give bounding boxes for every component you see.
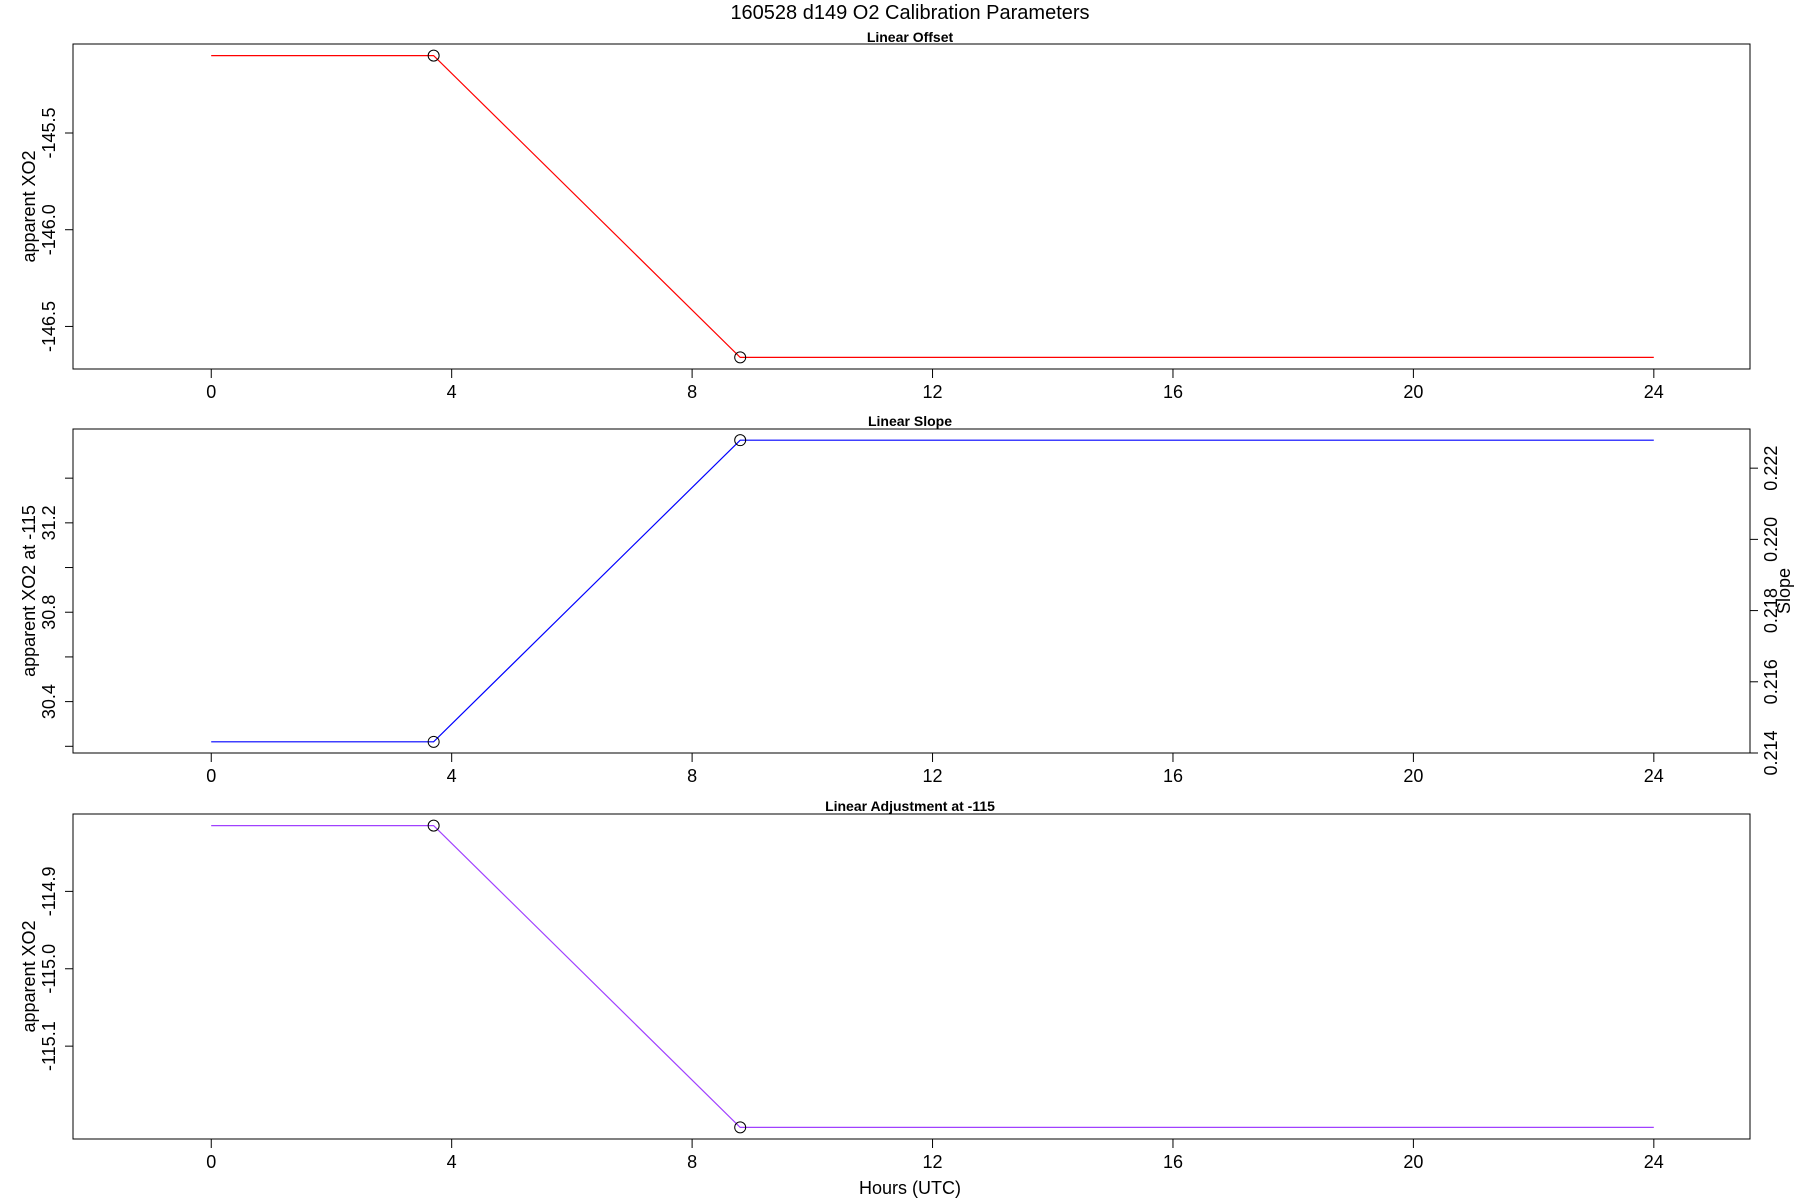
data-point-marker xyxy=(734,434,747,447)
x-tick-label: 16 xyxy=(1163,1152,1183,1172)
panel-title: Linear Adjustment at -115 xyxy=(825,798,995,814)
x-tick-label: 20 xyxy=(1403,766,1423,786)
x-tick-label: 12 xyxy=(923,382,943,402)
data-point-marker xyxy=(734,351,747,364)
x-tick-label: 16 xyxy=(1163,382,1183,402)
data-point-marker xyxy=(427,735,440,748)
y-tick-label: -146.5 xyxy=(39,301,59,352)
x-tick-label: 8 xyxy=(687,382,697,402)
y-axis-label: apparent XO2 xyxy=(19,920,39,1032)
x-tick-label: 20 xyxy=(1403,382,1423,402)
x-tick-label: 12 xyxy=(923,766,943,786)
figure-title: 160528 d149 O2 Calibration Parameters xyxy=(730,2,1089,24)
x-tick-label: 24 xyxy=(1644,1152,1664,1172)
y2-tick-label: 0.216 xyxy=(1761,659,1781,704)
y2-tick-label: 0.222 xyxy=(1761,446,1781,491)
x-tick-label: 0 xyxy=(206,1152,216,1172)
y-tick-label: -114.9 xyxy=(39,867,59,917)
series-line xyxy=(211,439,1654,743)
x-tick-label: 8 xyxy=(687,1152,697,1172)
y2-tick-label: 0.218 xyxy=(1761,588,1781,633)
y2-axis-label: Slope xyxy=(1774,568,1794,614)
x-tick-label: 0 xyxy=(206,382,216,402)
panel-title: Linear Offset xyxy=(867,29,954,45)
data-point-marker xyxy=(427,819,440,832)
y-tick-label: 31.2 xyxy=(39,505,59,540)
x-tick-label: 4 xyxy=(447,382,457,402)
y-tick-label: -145.5 xyxy=(39,107,59,158)
y2-tick-label: 0.214 xyxy=(1761,730,1781,775)
series-line xyxy=(211,54,1654,358)
y-tick-label: 30.8 xyxy=(39,595,59,630)
y2-tick-label: 0.220 xyxy=(1761,517,1781,562)
data-point-marker xyxy=(734,1121,747,1134)
linear-slope-panel: Linear Slope 0 4 8 12 16 20 24 30.4 30.8 31.2appa… xyxy=(19,413,1794,786)
y-tick-label: -115.0 xyxy=(39,944,59,994)
plot-frame xyxy=(72,428,1751,754)
x-tick-label: 24 xyxy=(1644,766,1664,786)
series-line xyxy=(211,824,1654,1129)
x-tick-label: 12 xyxy=(923,1152,943,1172)
y-axis-label: apparent XO2 xyxy=(19,150,39,262)
x-axis-label: Hours (UTC) xyxy=(859,1178,961,1198)
data-point-marker xyxy=(427,49,440,62)
x-tick-label: 8 xyxy=(687,766,697,786)
linear-offset-panel: Linear Offset 0 4 8 12 16 20 24 -145.5 -146.0 -14… xyxy=(19,29,1751,402)
y-tick-label: -146.0 xyxy=(39,204,59,255)
x-tick-label: 20 xyxy=(1403,1152,1423,1172)
x-tick-label: 0 xyxy=(206,766,216,786)
plot-frame xyxy=(72,43,1751,370)
x-tick-label: 4 xyxy=(447,766,457,786)
y-tick-label: 30.4 xyxy=(39,684,59,719)
x-tick-label: 24 xyxy=(1644,382,1664,402)
y-tick-label: -115.1 xyxy=(39,1021,59,1071)
x-tick-label: 16 xyxy=(1163,766,1183,786)
plot-frame xyxy=(72,813,1751,1140)
linear-adjustment-panel: Linear Adjustment at -115 0 4 8 12 16 20 24 -11… xyxy=(19,798,1751,1172)
y-axis-label: apparent XO2 at -115 xyxy=(19,505,39,677)
panel-title: Linear Slope xyxy=(868,413,952,429)
x-tick-label: 4 xyxy=(447,1152,457,1172)
